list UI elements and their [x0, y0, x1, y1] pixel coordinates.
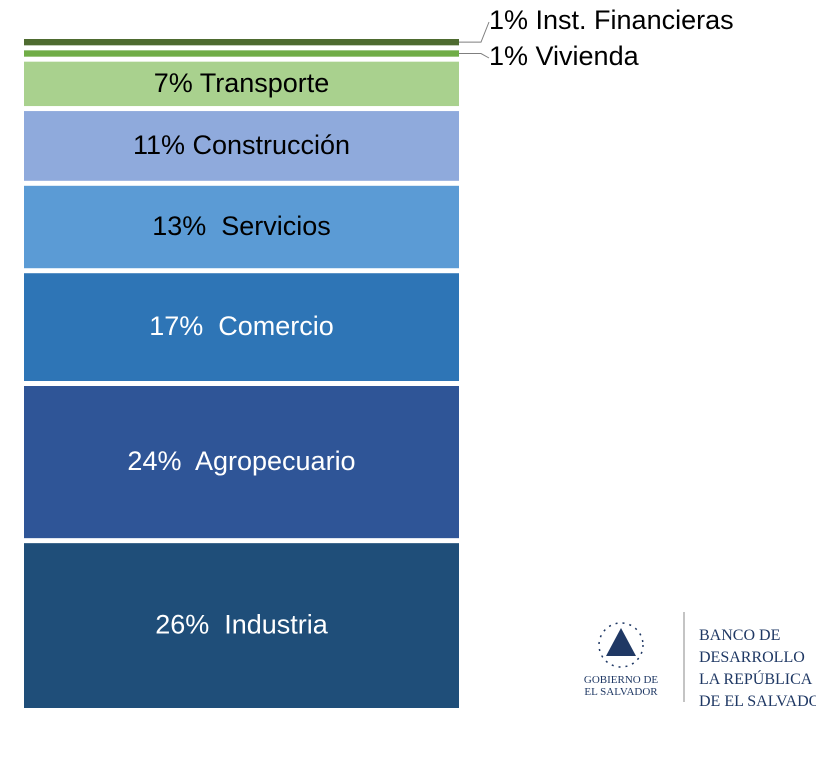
logo-text: DE EL SALVADOR [699, 693, 816, 710]
bar-segment [24, 185, 459, 269]
bar-segment [24, 543, 459, 708]
emblem [598, 622, 644, 668]
bar-segment [24, 61, 459, 107]
bar-segment [24, 273, 459, 381]
data-label: 7% Transporte [154, 68, 330, 98]
logo: GOBIERNO DE EL SALVADOR BANCO DE DESARRO… [584, 612, 816, 710]
data-label: 26% Industria [155, 610, 329, 640]
data-label: 11% Construcción [133, 130, 350, 160]
data-label: 17% Comercio [149, 311, 334, 341]
data-label: 1% Vivienda [489, 41, 640, 71]
emblem-stars [598, 622, 644, 668]
bar-segment [24, 50, 459, 57]
leader-line [459, 53, 490, 59]
logo-text: EL SALVADOR [584, 686, 658, 698]
logo-text: DESARROLLO [699, 649, 805, 666]
logo-text: BANCO DE [699, 627, 780, 644]
logo-text: GOBIERNO DE [584, 674, 659, 686]
bar-segment [24, 386, 459, 539]
data-label: 24% Agropecuario [127, 446, 355, 476]
data-label: 1% Inst. Financieras [489, 5, 734, 35]
data-label: 13% Servicios [152, 211, 331, 241]
bar-segment [24, 111, 459, 181]
emblem-triangle [606, 628, 636, 656]
logo-text: LA REPÚBLICA [699, 669, 813, 688]
bar-segment [24, 39, 459, 46]
leader-line [459, 21, 490, 43]
